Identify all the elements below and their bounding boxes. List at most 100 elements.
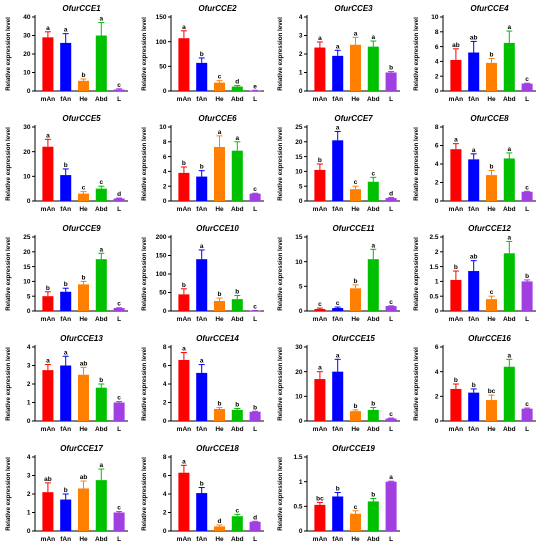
y-tick-label: 8 [435, 124, 439, 131]
significance-letter: a [46, 358, 50, 365]
x-tick-label: Abd [367, 96, 380, 103]
x-tick-label: L [117, 536, 121, 543]
bar-fAn [468, 159, 480, 201]
bar-He [213, 301, 226, 311]
y-tick-label: 10 [295, 259, 303, 266]
chart-title: OfurCCE1 [62, 4, 101, 13]
bar-Abd [503, 42, 515, 91]
significance-letter: c [336, 300, 340, 307]
y-tick-label: 150 [156, 253, 167, 260]
y-tick-label: 8 [163, 454, 167, 461]
y-tick-label: 2 [163, 183, 167, 190]
significance-letter: a [371, 34, 375, 41]
significance-letter: a [507, 352, 511, 359]
bar-fAn [196, 62, 208, 91]
y-tick-label: 10 [23, 70, 31, 77]
bar-fAn [332, 371, 344, 421]
significance-letter: a [336, 352, 340, 359]
x-tick-label: fAn [60, 96, 71, 103]
y-axis-label: Relative expression level [141, 17, 148, 91]
significance-letter: b [64, 487, 68, 494]
x-tick-label: Abd [367, 536, 380, 543]
x-tick-label: L [389, 316, 393, 323]
y-tick-label: 15 [295, 234, 303, 241]
y-tick-label: 15 [23, 264, 31, 271]
y-tick-label: 50 [159, 290, 167, 297]
significance-letter: ab [44, 476, 52, 483]
bar-mAn [314, 169, 326, 201]
x-tick-label: mAn [313, 206, 327, 213]
significance-letter: b [490, 163, 494, 170]
y-tick-label: 150 [156, 14, 167, 21]
significance-letter: b [182, 160, 186, 167]
y-tick-label: 1 [435, 279, 439, 286]
bar-Abd [367, 409, 379, 421]
bar-fAn [196, 176, 208, 201]
x-tick-label: fAn [332, 316, 343, 323]
x-tick-label: fAn [468, 426, 479, 433]
significance-letter: a [318, 35, 322, 42]
significance-letter: b [46, 285, 50, 292]
significance-letter: a [64, 349, 68, 356]
y-tick-label: 4 [163, 491, 167, 498]
x-tick-label: mAn [41, 426, 55, 433]
x-tick-label: mAn [449, 316, 463, 323]
y-tick-label: 0 [435, 418, 439, 425]
y-tick-label: 2 [163, 510, 167, 517]
significance-letter: b [235, 402, 239, 409]
x-tick-label: L [389, 96, 393, 103]
bar-fAn [468, 271, 480, 311]
significance-letter: a [182, 346, 186, 353]
y-tick-label: 6 [435, 44, 439, 51]
significance-letter: b [82, 72, 86, 79]
y-axis-label: Relative expression level [5, 237, 12, 311]
bar-L [249, 90, 261, 92]
bar-Abd [95, 35, 107, 91]
x-tick-label: fAn [196, 96, 207, 103]
chart-panel: OfurCCE8 Relative expression level 0 2 4 6 8 a m… [413, 114, 536, 213]
x-tick-label: Abd [95, 96, 108, 103]
chart-panel: OfurCCE15 Relative expression level 0 10 20 3… [277, 334, 400, 433]
y-tick-label: 0 [435, 308, 439, 315]
bar-Abd [231, 409, 243, 421]
y-tick-label: 0.5 [293, 504, 302, 511]
bar-mAn [178, 359, 190, 421]
bar-mAn [42, 146, 54, 201]
x-tick-label: He [79, 316, 88, 323]
significance-letter: b [318, 157, 322, 164]
x-tick-label: Abd [231, 536, 244, 543]
x-tick-label: L [117, 96, 121, 103]
chart-title: OfurCCE6 [198, 114, 237, 123]
y-tick-label: 15 [295, 154, 303, 161]
bar-Abd [367, 46, 379, 91]
significance-letter: d [235, 79, 239, 86]
x-tick-label: Abd [503, 96, 516, 103]
x-tick-label: He [351, 536, 360, 543]
significance-letter: c [117, 301, 121, 308]
chart-panel: OfurCCE10 Relative expression level 0 50 100… [141, 224, 264, 323]
y-tick-label: 20 [23, 51, 31, 58]
x-tick-label: Abd [367, 316, 380, 323]
significance-letter: a [507, 24, 511, 31]
bar-L [249, 521, 261, 531]
x-tick-label: L [525, 206, 529, 213]
y-axis-label: Relative expression level [277, 347, 284, 421]
bar-fAn [60, 499, 72, 531]
y-tick-label: 40 [23, 14, 31, 21]
chart-panel: OfurCCE4 Relative expression level 0 2 4 6 8 10… [413, 4, 536, 103]
y-tick-label: 0 [27, 88, 31, 95]
bar-Abd [95, 387, 107, 421]
bar-mAn [314, 47, 326, 91]
significance-letter: b [64, 281, 68, 288]
y-tick-label: 2 [27, 491, 31, 498]
significance-letter: a [336, 43, 340, 50]
chart-panel: OfurCCE1 Relative expression level 0 10 20 30… [5, 4, 128, 103]
significance-letter: c [371, 170, 375, 177]
bar-L [385, 481, 397, 531]
significance-letter: d [117, 191, 121, 198]
x-tick-label: Abd [231, 96, 244, 103]
y-tick-label: 2 [299, 51, 303, 58]
chart-title: OfurCCE16 [468, 334, 511, 343]
significance-letter: c [490, 289, 494, 296]
y-tick-label: 3 [299, 33, 303, 40]
